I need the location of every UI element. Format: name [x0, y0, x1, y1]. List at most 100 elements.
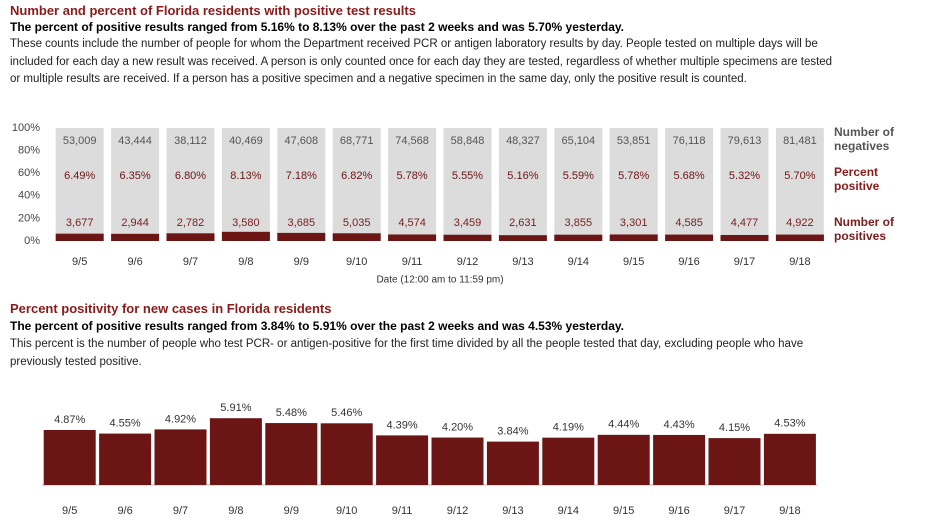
value-label: 4,922	[786, 217, 814, 229]
bar	[720, 234, 769, 241]
bar	[154, 429, 207, 485]
bar	[775, 234, 824, 241]
bar	[609, 234, 658, 241]
chart-description: These counts include the number of peopl…	[10, 38, 833, 85]
value-label: 5.46%	[331, 407, 362, 419]
value-label: 58,848	[451, 135, 485, 147]
bar	[376, 435, 429, 485]
value-label: 76,118	[673, 135, 706, 147]
value-label: 6.35%	[119, 170, 150, 182]
x-tick-label: 9/10	[336, 505, 357, 517]
x-tick-label: 9/9	[284, 505, 299, 517]
chart-description: This percent is the number of people who…	[10, 338, 804, 368]
x-tick-label: 9/14	[568, 256, 589, 268]
value-label: 4.44%	[608, 419, 639, 431]
bar-track	[111, 128, 160, 241]
bar	[111, 233, 160, 241]
bar	[653, 434, 706, 485]
x-tick-label: 9/16	[678, 256, 699, 268]
bar	[665, 234, 714, 241]
legend-entry: Number of negatives	[834, 125, 894, 153]
y-tick-label: 0%	[24, 235, 40, 247]
bar	[166, 233, 215, 241]
x-tick-label: 9/6	[117, 505, 132, 517]
legend-entry: Percent positive	[834, 165, 880, 193]
bar	[554, 234, 603, 241]
value-label: 8.13%	[230, 170, 261, 182]
x-tick-label: 9/15	[623, 256, 644, 268]
x-tick-label: 9/18	[789, 256, 810, 268]
y-tick-label: 80%	[18, 145, 40, 157]
bar	[443, 234, 492, 241]
bar	[221, 231, 270, 241]
x-tick-label: 9/11	[402, 256, 423, 268]
x-tick-label: 9/13	[512, 256, 533, 268]
x-tick-label: 9/6	[127, 256, 142, 268]
y-tick-label: 40%	[18, 190, 40, 202]
x-tick-label: 9/17	[724, 505, 745, 517]
x-tick-label: 9/7	[173, 505, 188, 517]
bar	[597, 434, 650, 485]
value-label: 3.84%	[497, 426, 528, 438]
bar-track	[221, 128, 270, 241]
y-tick-label: 60%	[18, 167, 40, 179]
x-tick-label: 9/16	[668, 505, 689, 517]
value-label: 2,944	[121, 217, 149, 229]
value-label: 53,851	[617, 135, 651, 147]
value-label: 5.68%	[673, 170, 704, 182]
value-label: 2,631	[509, 217, 537, 229]
bar	[55, 233, 104, 241]
value-label: 4.87%	[54, 414, 85, 426]
value-label: 5.55%	[452, 170, 483, 182]
bar	[99, 433, 152, 485]
value-label: 3,685	[288, 217, 316, 229]
bar	[431, 437, 484, 485]
value-label: 4,574	[398, 217, 426, 229]
bar	[277, 232, 326, 241]
value-label: 5.91%	[220, 402, 251, 414]
x-tick-label: 9/13	[502, 505, 523, 517]
value-label: 4.39%	[386, 419, 417, 431]
value-label: 43,444	[118, 135, 152, 147]
x-tick-label: 9/17	[734, 256, 755, 268]
x-axis-label: Date (12:00 am to 11:59 pm)	[376, 275, 503, 286]
value-label: 3,301	[620, 217, 648, 229]
x-tick-label: 9/14	[558, 505, 579, 517]
x-tick-label: 9/8	[228, 505, 243, 517]
bar	[388, 234, 437, 241]
value-label: 6.82%	[341, 170, 372, 182]
bar	[708, 438, 761, 485]
chart-subtitle: The percent of positive results ranged f…	[10, 319, 625, 333]
value-label: 48,327	[506, 135, 540, 147]
x-tick-label: 9/8	[238, 256, 253, 268]
bar-track	[55, 128, 104, 241]
value-label: 4.43%	[663, 419, 694, 431]
bar-track	[665, 128, 714, 241]
bar-track	[720, 128, 769, 241]
x-tick-label: 9/18	[779, 505, 800, 517]
bar	[209, 418, 262, 485]
chart-title: Percent positivity for new cases in Flor…	[10, 301, 332, 316]
value-label: 7.18%	[286, 170, 317, 182]
legend-entry: Number of positives	[834, 215, 894, 243]
value-label: 5.59%	[563, 170, 594, 182]
bar-track	[498, 128, 547, 241]
x-tick-label: 9/11	[392, 505, 413, 517]
value-label: 65,104	[561, 135, 595, 147]
bar-track	[554, 128, 603, 241]
bar	[320, 423, 373, 485]
value-label: 74,568	[395, 135, 429, 147]
bar	[43, 429, 96, 485]
value-label: 5.70%	[784, 170, 815, 182]
value-label: 68,771	[340, 135, 374, 147]
y-tick-label: 100%	[12, 122, 40, 134]
value-label: 6.80%	[175, 170, 206, 182]
value-label: 3,459	[454, 217, 482, 229]
x-tick-label: 9/5	[72, 256, 87, 268]
value-label: 53,009	[63, 135, 97, 147]
value-label: 4.92%	[165, 413, 196, 425]
bar-track	[775, 128, 824, 241]
value-label: 3,580	[232, 217, 260, 229]
chart-subtitle: The percent of positive results ranged f…	[10, 20, 625, 34]
